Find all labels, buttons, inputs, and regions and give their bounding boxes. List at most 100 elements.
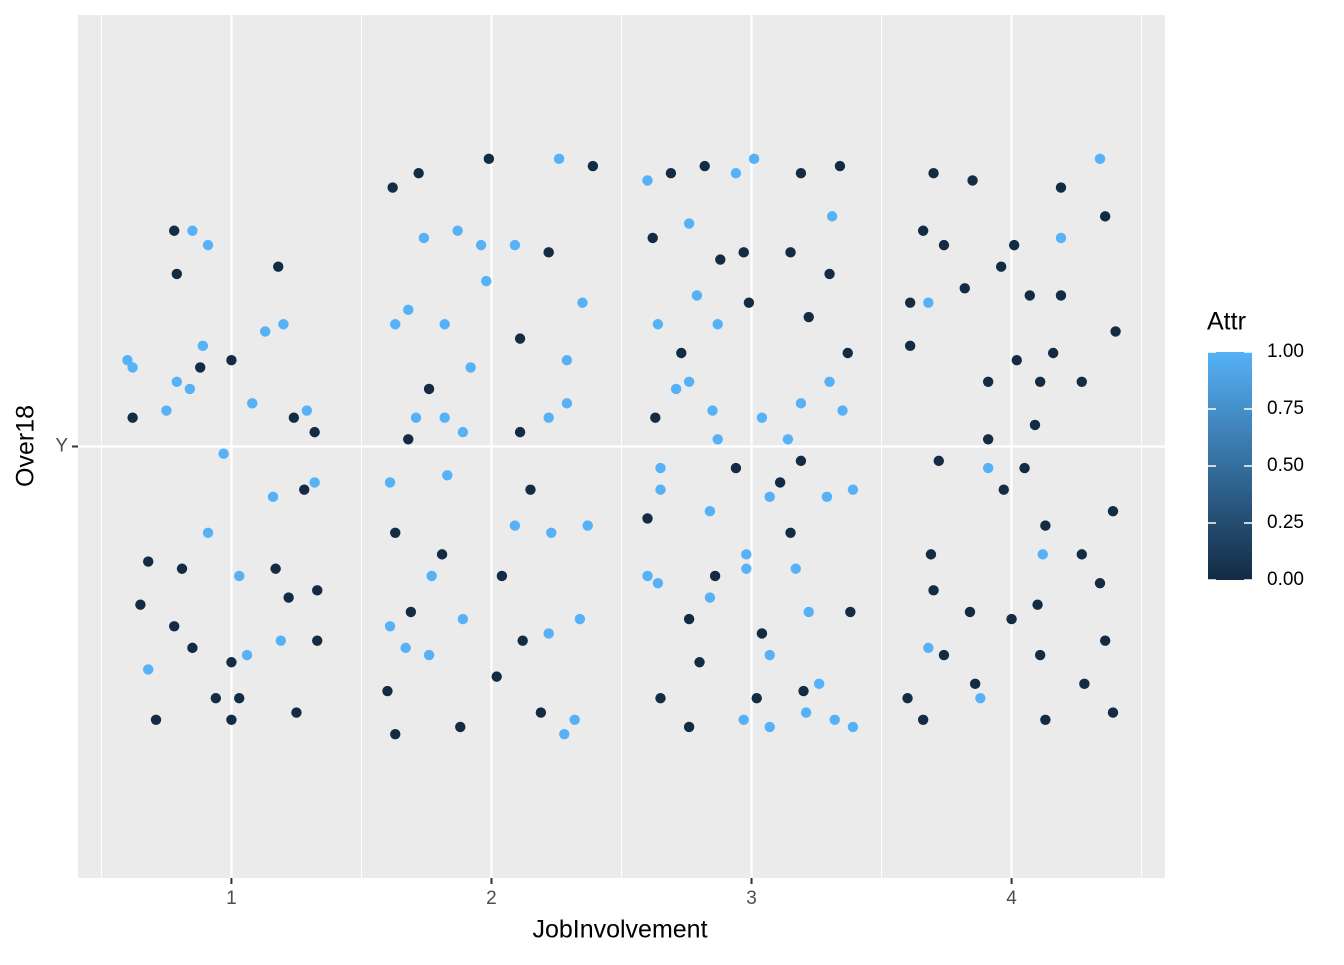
point [982,376,994,387]
point [1107,506,1119,517]
point [967,175,978,186]
point [122,355,133,366]
point [995,261,1007,272]
point [278,319,289,330]
point [782,434,794,445]
point [418,232,430,244]
point [845,606,856,618]
point [756,628,768,639]
point [439,319,450,330]
point [694,657,705,668]
point [475,239,487,251]
point [683,218,695,229]
point [652,577,664,589]
point [1019,462,1030,474]
point [785,247,796,258]
point [1099,211,1111,222]
point [1110,326,1121,337]
point [738,714,749,725]
point [400,642,411,654]
point [1034,376,1046,387]
point [226,355,237,366]
point [709,570,721,582]
point [821,491,833,503]
point [299,484,310,495]
point [410,412,422,423]
point [535,707,547,718]
point [184,383,196,395]
point [904,297,916,308]
point [127,362,138,373]
point [1094,577,1106,589]
point [699,160,710,172]
point [1024,290,1035,301]
point [543,412,554,423]
point [283,592,294,603]
point [933,455,944,467]
point [457,613,469,625]
point [546,527,557,538]
point [712,319,723,330]
point [691,290,703,301]
point [741,549,752,560]
point [169,621,180,632]
point [842,347,853,359]
point [288,412,300,423]
point [1094,153,1106,165]
point [647,232,658,244]
point [642,570,653,582]
point [938,239,950,251]
point [904,340,916,352]
point [496,570,508,582]
point [704,506,716,517]
point [260,326,271,337]
point [387,182,398,193]
point [514,426,526,438]
point [1011,355,1022,366]
point [543,247,554,258]
point [273,261,284,272]
point [975,693,986,704]
point [803,606,814,618]
point [187,225,198,236]
point [561,398,573,409]
point [1032,599,1043,610]
point [795,455,807,467]
point [998,484,1009,495]
x-axis-title: JobInvolvement [532,916,707,944]
point [439,412,450,423]
point [525,484,536,495]
point [655,484,666,495]
point [390,319,401,330]
point [465,362,476,373]
point [803,311,814,323]
point [834,160,846,172]
point [143,664,154,675]
colorbar-label: 0.50 [1267,455,1304,476]
point [382,685,393,697]
point [127,412,138,423]
point [1047,347,1059,359]
colorbar-label: 0.25 [1267,512,1304,533]
point [577,297,588,308]
point [824,268,835,280]
points [122,153,1121,740]
point [195,362,206,373]
y-tick-label: Y [55,436,68,457]
point [455,721,466,733]
colorbar-label: 0.00 [1267,569,1304,590]
point [917,225,929,236]
point [813,678,825,690]
point [1037,549,1048,560]
point [176,563,188,574]
point [964,606,976,618]
point [1076,376,1087,387]
point [826,211,838,222]
point [275,635,287,646]
point [267,491,279,503]
point [270,563,281,574]
point [559,728,570,740]
point [707,405,718,416]
point [764,721,775,733]
